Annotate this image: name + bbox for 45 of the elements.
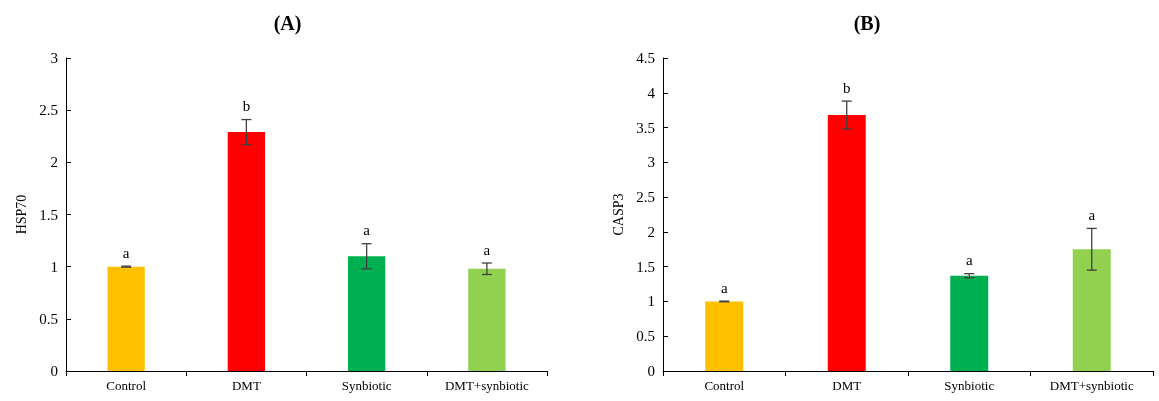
x-tick-label: DMT+synbiotic <box>1049 378 1134 393</box>
y-tick-label: 0.5 <box>39 310 58 327</box>
annotation: a <box>122 244 130 261</box>
y-axis-title: CASP3 <box>610 193 626 236</box>
bar <box>950 275 989 371</box>
annotation: a <box>363 222 371 239</box>
y-axis-title: HSP70 <box>13 194 29 235</box>
annotation: a <box>483 241 491 258</box>
annotation: b <box>843 79 851 96</box>
y-tick-label: 4 <box>647 84 656 101</box>
y-tick-label: 1 <box>50 258 58 275</box>
x-tick-label: Control <box>704 378 745 393</box>
y-tick-label: 0 <box>50 363 58 379</box>
y-tick-label: 1 <box>647 293 655 310</box>
chart-title: (B) <box>853 12 881 35</box>
chart-title: (A) <box>273 12 302 35</box>
y-tick-label: 2.5 <box>636 189 655 206</box>
y-tick-label: 0 <box>647 363 655 379</box>
y-tick-label: 3 <box>647 154 655 171</box>
annotation: a <box>965 252 973 269</box>
x-tick-label: DMT <box>231 378 261 393</box>
bar <box>227 132 266 371</box>
y-tick-label: 2.5 <box>39 102 58 119</box>
bar <box>347 256 386 371</box>
annotation: a <box>720 279 728 296</box>
y-tick-label: 3.5 <box>636 119 655 136</box>
bar <box>107 266 145 371</box>
annotation: b <box>242 98 251 115</box>
x-tick-label: DMT <box>832 378 862 393</box>
y-tick-label: 2 <box>50 154 58 171</box>
bar <box>827 115 866 371</box>
y-tick-label: 2 <box>647 223 655 240</box>
x-tick-label: Synbiotic <box>944 378 995 393</box>
bar <box>705 301 744 371</box>
bar <box>1072 249 1111 371</box>
x-tick-label: Synbiotic <box>341 378 392 393</box>
y-tick-label: 3 <box>50 50 58 66</box>
y-tick-label: 1.5 <box>39 206 58 223</box>
y-tick-label: 0.5 <box>636 328 655 345</box>
x-tick-label: DMT+synbiotic <box>444 378 530 393</box>
y-tick-label: 1.5 <box>636 258 655 275</box>
y-tick-label: 4.5 <box>636 50 655 66</box>
x-tick-label: Control <box>106 378 147 393</box>
annotation: a <box>1088 206 1096 223</box>
bar <box>468 268 506 371</box>
